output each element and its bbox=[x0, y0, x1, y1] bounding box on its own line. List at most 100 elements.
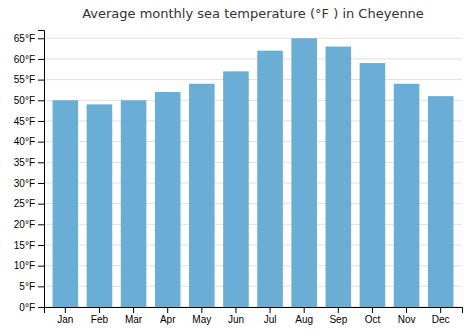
x-tick-label: Sep bbox=[329, 314, 347, 325]
x-tick-mark bbox=[304, 307, 305, 313]
x-tick-label: Aug bbox=[295, 314, 313, 325]
x-tick-mark bbox=[406, 307, 407, 313]
x-tick: Dec bbox=[432, 307, 450, 325]
y-tick-mark bbox=[38, 80, 44, 81]
y-tick: 60°F bbox=[14, 54, 44, 65]
y-tick: 40°F bbox=[14, 136, 44, 147]
bar bbox=[326, 47, 352, 307]
x-tick-mark bbox=[99, 307, 100, 313]
grid-line bbox=[44, 79, 462, 80]
x-tick-mark bbox=[133, 307, 134, 313]
y-tick-mark bbox=[38, 162, 44, 163]
bar bbox=[291, 38, 317, 307]
y-tick: 50°F bbox=[14, 95, 44, 106]
bar bbox=[257, 51, 283, 307]
x-tick-mark bbox=[65, 307, 66, 313]
y-tick: 0°F bbox=[19, 302, 44, 313]
y-tick-label: 5°F bbox=[19, 281, 35, 292]
y-tick-label: 35°F bbox=[14, 157, 35, 168]
y-axis-line bbox=[38, 31, 45, 308]
y-tick-mark bbox=[38, 121, 44, 122]
y-tick-mark bbox=[38, 183, 44, 184]
y-tick: 20°F bbox=[14, 219, 44, 230]
y-tick: 5°F bbox=[19, 281, 44, 292]
x-tick-label: Apr bbox=[160, 314, 176, 325]
x-tick-label: May bbox=[192, 314, 211, 325]
x-tick: Sep bbox=[329, 307, 347, 325]
bar bbox=[53, 100, 79, 307]
y-tick-label: 45°F bbox=[14, 116, 35, 127]
x-tick-mark bbox=[372, 307, 373, 313]
y-tick: 65°F bbox=[14, 33, 44, 44]
x-tick: Feb bbox=[91, 307, 109, 325]
y-tick-mark bbox=[38, 307, 44, 308]
y-tick-mark bbox=[38, 266, 44, 267]
y-tick-label: 55°F bbox=[14, 74, 35, 85]
x-tick: May bbox=[192, 307, 211, 325]
x-tick: Mar bbox=[125, 307, 143, 325]
y-tick-mark bbox=[38, 59, 44, 60]
y-tick-mark bbox=[38, 245, 44, 246]
x-tick-mark bbox=[167, 307, 168, 313]
bar bbox=[223, 71, 249, 307]
y-tick: 30°F bbox=[14, 178, 44, 189]
bars bbox=[53, 38, 454, 307]
x-tick: Jul bbox=[264, 307, 277, 325]
x-tick-label: Nov bbox=[398, 314, 416, 325]
grid bbox=[44, 38, 462, 307]
y-tick-mark bbox=[38, 142, 44, 143]
x-tick: Nov bbox=[398, 307, 416, 325]
x-tick: Aug bbox=[295, 307, 313, 325]
y-tick-label: 15°F bbox=[14, 240, 35, 251]
bar bbox=[189, 84, 215, 307]
y-tick-label: 0°F bbox=[19, 302, 35, 313]
chart: 0°F 5°F 10°F 15°F 20°F 25°F 30°F 35°F 40°F 45°F 50… bbox=[0, 0, 474, 331]
x-tick: Apr bbox=[160, 307, 176, 325]
y-tick-mark bbox=[38, 204, 44, 205]
x-tick-mark bbox=[201, 307, 202, 313]
y-tick: 10°F bbox=[14, 260, 44, 271]
y-tick-mark bbox=[38, 38, 44, 39]
x-tick-label: Mar bbox=[125, 314, 143, 325]
grid-line bbox=[44, 38, 462, 39]
x-tick-label: Feb bbox=[91, 314, 109, 325]
bar bbox=[155, 92, 181, 307]
y-tick-label: 65°F bbox=[14, 33, 35, 44]
y-tick-label: 60°F bbox=[14, 54, 35, 65]
bar bbox=[121, 100, 147, 307]
y-tick: 25°F bbox=[14, 198, 44, 209]
x-tick-mark bbox=[235, 307, 236, 313]
y-tick: 55°F bbox=[14, 74, 44, 85]
y-axis: 0°F 5°F 10°F 15°F 20°F 25°F 30°F 35°F 40°F 45°F 50… bbox=[14, 31, 45, 313]
x-axis-line bbox=[45, 308, 463, 314]
y-tick-label: 40°F bbox=[14, 136, 35, 147]
x-tick-mark bbox=[440, 307, 441, 313]
x-axis: Jan Feb Mar Apr May Jun Jul Aug Sep Oct Nov Dec bbox=[45, 307, 463, 325]
x-tick-label: Jun bbox=[228, 314, 244, 325]
bar bbox=[87, 104, 113, 307]
y-tick-label: 30°F bbox=[14, 178, 35, 189]
x-tick: Oct bbox=[365, 307, 381, 325]
x-tick: Jun bbox=[228, 307, 244, 325]
x-tick-label: Oct bbox=[365, 314, 381, 325]
x-tick-mark bbox=[338, 307, 339, 313]
y-tick-mark bbox=[38, 224, 44, 225]
bar bbox=[428, 96, 454, 307]
bar bbox=[360, 63, 386, 307]
title: Average monthly sea temperature (°F ) in… bbox=[82, 6, 424, 21]
x-tick-label: Jan bbox=[57, 314, 73, 325]
bar bbox=[394, 84, 420, 307]
y-tick: 45°F bbox=[14, 116, 44, 127]
y-tick-mark bbox=[38, 286, 44, 287]
x-tick-label: Dec bbox=[432, 314, 450, 325]
plot: 0°F 5°F 10°F 15°F 20°F 25°F 30°F 35°F 40°F 45°F 50… bbox=[14, 31, 463, 326]
y-tick: 35°F bbox=[14, 157, 44, 168]
x-tick: Jan bbox=[57, 307, 73, 325]
x-tick-label: Jul bbox=[264, 314, 277, 325]
y-tick-label: 20°F bbox=[14, 219, 35, 230]
grid-line bbox=[44, 58, 462, 59]
y-tick-label: 25°F bbox=[14, 198, 35, 209]
y-tick-label: 50°F bbox=[14, 95, 35, 106]
y-tick-label: 10°F bbox=[14, 260, 35, 271]
x-tick-mark bbox=[270, 307, 271, 313]
